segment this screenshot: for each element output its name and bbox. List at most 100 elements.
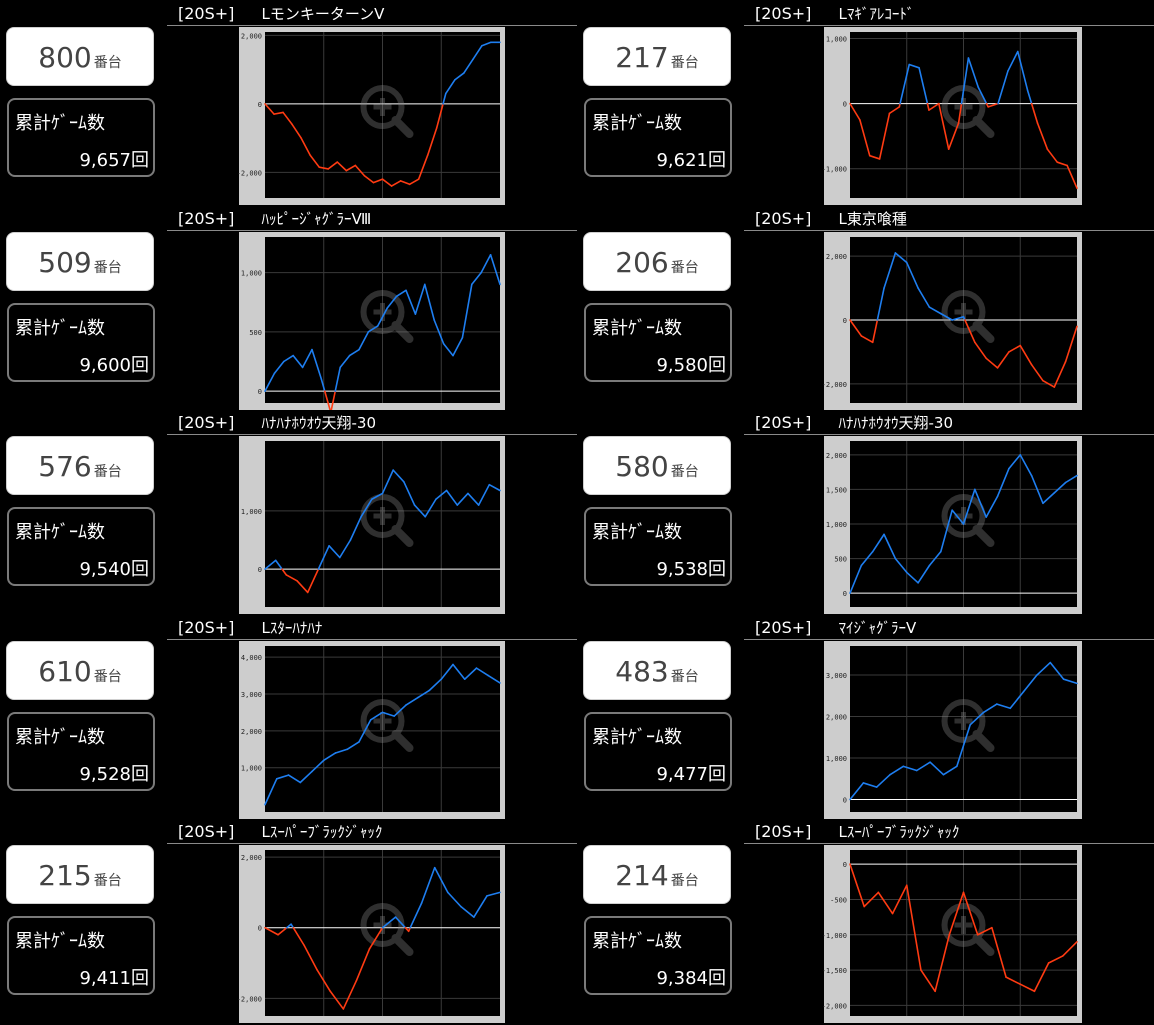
series-segment <box>285 574 298 582</box>
machine-number-button[interactable]: 509 番台 <box>6 231 154 291</box>
games-count: 9,538回 <box>656 559 726 580</box>
machine-number-button[interactable]: 214 番台 <box>583 845 731 904</box>
series-segment <box>355 948 371 982</box>
series-segment <box>473 895 488 918</box>
slump-chart[interactable]: 0 -500 -1,000 -1,500 -2,000 <box>744 845 1154 1023</box>
slump-chart[interactable]: 3,000 2,000 1,000 0 <box>744 640 1154 819</box>
series-segment <box>472 44 483 61</box>
machine-name[interactable]: Lｽﾀｰﾊﾅﾊﾅ <box>261 618 323 637</box>
series-segment <box>976 926 993 936</box>
machine-name[interactable]: Lｽｰﾊﾟｰﾌﾞﾗｯｸｼﾞｬｯｸ <box>838 823 960 841</box>
machine-name[interactable]: ﾏｲｼﾞｬｸﾞﾗｰⅤ <box>838 618 917 637</box>
chart-svg: 4,000 3,000 2,000 1,000 <box>239 640 505 819</box>
series-segment <box>446 891 462 908</box>
slump-chart[interactable]: 1,000 500 0 <box>167 231 577 410</box>
series-segment <box>463 666 478 680</box>
machine-name[interactable]: ﾊﾅﾊﾅﾎｳｵｳ天翔-30 <box>261 414 377 432</box>
machine-number-button[interactable]: 800 番台 <box>6 27 154 86</box>
machine-name[interactable]: LモンキーターンⅤ <box>261 5 385 23</box>
series-segment <box>920 969 936 993</box>
zoom-icon <box>360 903 414 956</box>
machine-unit: 番台 <box>670 55 699 71</box>
series-segment <box>926 102 930 111</box>
games-label: 累計ｹﾞｰﾑ数 <box>592 113 682 134</box>
panel-title: [20S+] ﾊﾅﾊﾅﾎｳｵｳ天翔-30 <box>178 412 376 434</box>
machine-panel: [20S+] Lｽｰﾊﾟｰﾌﾞﾗｯｸｼﾞｬｯｸ 215 番台 累計ｹﾞｰﾑ数 9,… <box>0 818 577 1023</box>
slump-chart[interactable]: 2,000 1,500 1,000 500 0 <box>744 436 1154 614</box>
series-segment <box>345 164 357 172</box>
series-segment <box>991 926 1007 978</box>
games-stats-box: 累計ｹﾞｰﾑ数 9,411回 <box>7 916 155 995</box>
series-segment <box>902 765 918 771</box>
series-segment <box>1033 962 1050 993</box>
series-segment <box>876 286 885 321</box>
series-segment <box>381 916 397 929</box>
series-segment <box>849 102 861 121</box>
series-segment <box>1049 661 1065 680</box>
slump-chart[interactable]: 1,000 0 <box>167 436 577 614</box>
y-tick-label: 3,000 <box>241 690 262 698</box>
slump-chart[interactable]: 2,000 0 -2,000 <box>744 231 1154 410</box>
machine-name[interactable]: Lｽｰﾊﾟｰﾌﾞﾗｯｸｼﾞｬｯｸ <box>261 823 383 841</box>
series-segment <box>1019 344 1033 365</box>
series-segment <box>285 923 292 929</box>
machine-number-button[interactable]: 576 番台 <box>6 436 154 495</box>
series-segment <box>346 740 360 750</box>
series-segment <box>435 103 444 129</box>
series-segment <box>264 926 279 936</box>
series-segment <box>967 57 980 89</box>
series-segment <box>395 289 407 297</box>
slump-chart[interactable]: 2,000 0 -2,000 <box>167 27 577 205</box>
series-segment <box>863 891 880 908</box>
machine-number-button[interactable]: 215 番台 <box>6 845 154 904</box>
series-segment <box>859 119 871 157</box>
y-tick-label: 2,000 <box>241 727 262 735</box>
games-count: 9,540回 <box>79 559 149 580</box>
machine-number-button[interactable]: 206 番台 <box>583 231 731 291</box>
divider <box>744 843 1154 844</box>
series-segment <box>908 63 920 69</box>
machine-number-button[interactable]: 483 番台 <box>583 640 731 700</box>
machine-number: 610 <box>38 654 92 688</box>
machine-panel: [20S+] ﾏｲｼﾞｬｸﾞﾗｰⅤ 483 番台 累計ｹﾞｰﾑ数 9,477回 3… <box>577 614 1154 819</box>
series-segment <box>1064 474 1078 484</box>
series-segment <box>948 891 965 936</box>
series-segment <box>985 357 999 369</box>
y-tick-label: -500 <box>830 896 847 904</box>
machine-name[interactable]: ﾊｯﾋﾟｰｼﾞｬｸﾞﾗｰⅧ <box>261 209 372 228</box>
y-tick-label: -1,000 <box>822 166 847 174</box>
machine-number: 800 <box>38 41 92 74</box>
machine-number: 509 <box>38 245 92 279</box>
series-segment <box>281 568 288 576</box>
y-tick-label: 1,000 <box>241 764 262 772</box>
machine-number-button[interactable]: 217 番台 <box>583 27 731 86</box>
series-segment <box>956 723 971 767</box>
series-segment <box>381 469 394 495</box>
games-count: 9,384回 <box>656 968 726 989</box>
machine-name[interactable]: ﾊﾅﾊﾅﾎｳｵｳ天翔-30 <box>838 414 954 432</box>
games-label: 累計ｹﾞｰﾑ数 <box>592 931 682 952</box>
series-segment <box>372 178 384 184</box>
machine-number-button[interactable]: 580 番台 <box>583 436 731 495</box>
machine-name[interactable]: Lﾏｷﾞｱﾚｺｰﾄﾞ <box>838 5 915 23</box>
slump-chart[interactable]: 2,000 0 -2,000 <box>167 845 577 1023</box>
series-segment <box>338 539 352 559</box>
series-segment <box>349 515 362 541</box>
series-segment <box>320 377 326 392</box>
machine-name[interactable]: L東京喰種 <box>838 209 907 228</box>
series-segment <box>1053 481 1067 494</box>
panel-title: [20S+] ﾊﾅﾊﾅﾎｳｵｳ天翔-30 <box>755 412 953 434</box>
rate-tag: [20S+] <box>755 617 812 637</box>
series-segment <box>413 504 427 518</box>
machine-number-button[interactable]: 610 番台 <box>6 640 154 700</box>
games-label: 累計ｹﾞｰﾑ数 <box>592 317 682 339</box>
slump-chart[interactable]: 4,000 3,000 2,000 1,000 <box>167 640 577 819</box>
rate-tag: [20S+] <box>755 4 812 23</box>
series-segment <box>849 318 863 337</box>
divider <box>744 25 1154 26</box>
series-segment <box>918 67 929 105</box>
series-segment <box>433 866 449 894</box>
rate-tag: [20S+] <box>755 822 812 841</box>
series-segment <box>444 79 456 95</box>
slump-chart[interactable]: 1,000 0 -1,000 <box>744 27 1154 205</box>
